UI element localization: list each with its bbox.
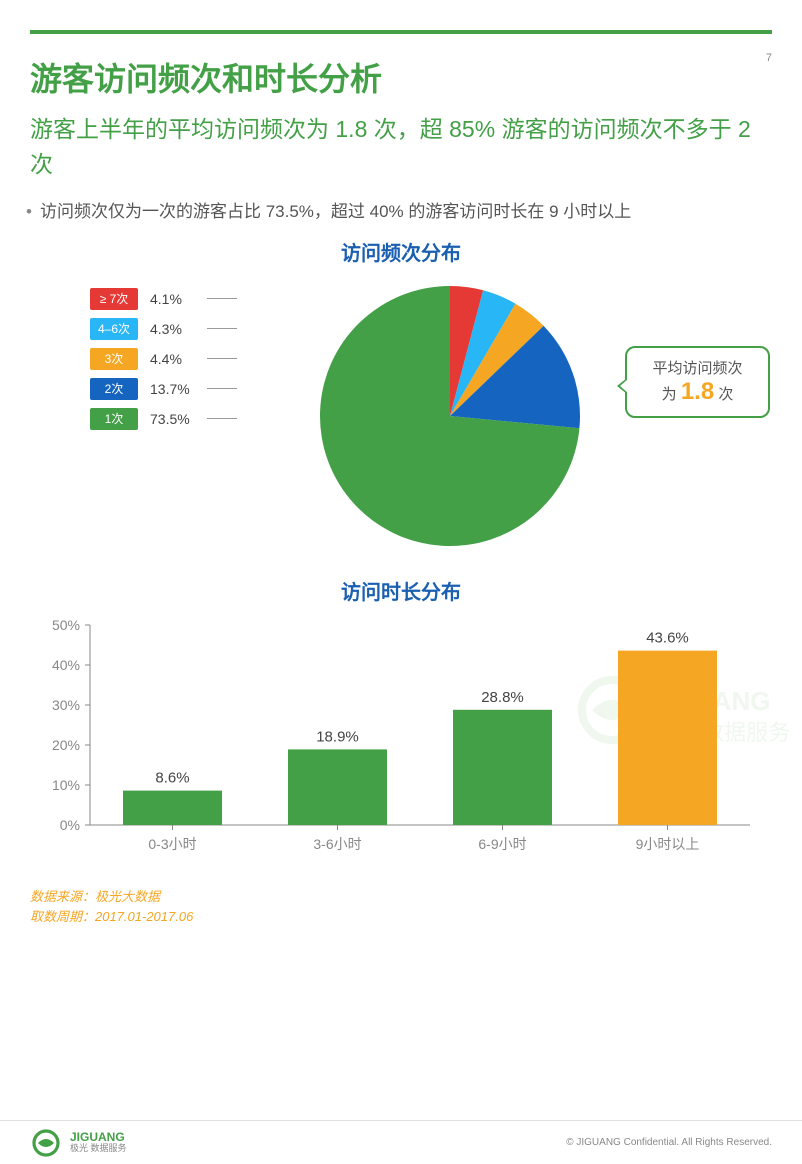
- data-period: 取数周期：2017.01-2017.06: [30, 907, 772, 928]
- ytick-label: 40%: [52, 657, 80, 673]
- page-title: 游客访问频次和时长分析: [30, 54, 772, 100]
- bullet-text: 访问频次仅为一次的游客占比 73.5%，超过 40% 的游客访问时长在 9 小时…: [40, 199, 772, 225]
- pie-chart-title: 访问频次分布: [0, 237, 802, 266]
- legend-value: 4.4%: [150, 351, 205, 367]
- bar-chart-title: 访问时长分布: [0, 576, 802, 605]
- bar: [618, 650, 717, 824]
- legend-row: ≥ 7次 4.1%: [90, 286, 237, 312]
- legend-row: 2次 13.7%: [90, 376, 237, 402]
- legend-value: 4.3%: [150, 321, 205, 337]
- bar-value: 18.9%: [316, 728, 359, 745]
- legend-box: 2次: [90, 378, 138, 400]
- legend-leader: [207, 328, 237, 329]
- callout-line2: 为 1.8 次: [662, 378, 734, 406]
- ytick-label: 0%: [60, 817, 80, 833]
- footer-bar: JIGUANG 极光 数据服务 © JIGUANG Confidential. …: [0, 1120, 802, 1164]
- logo-icon: [30, 1127, 62, 1159]
- callout-line1: 平均访问频次: [652, 357, 742, 378]
- data-source: 数据来源：极光大数据: [30, 887, 772, 908]
- xtick-label: 6-9小时: [478, 836, 526, 852]
- page-number: 7: [766, 52, 772, 64]
- bar-value: 8.6%: [155, 769, 189, 786]
- ytick-label: 50%: [52, 617, 80, 633]
- bar: [123, 790, 222, 824]
- legend-row: 4–6次 4.3%: [90, 316, 237, 342]
- page-subtitle: 游客上半年的平均访问频次为 1.8 次，超 85% 游客的访问频次不多于 2 次: [30, 112, 772, 181]
- legend-value: 4.1%: [150, 291, 205, 307]
- legend-value: 13.7%: [150, 381, 205, 397]
- legend-box: 1次: [90, 408, 138, 430]
- pie-legend: ≥ 7次 4.1% 4–6次 4.3% 3次 4.4% 2次 13.7% 1次 73.5%: [90, 286, 237, 436]
- xtick-label: 0-3小时: [148, 836, 196, 852]
- legend-row: 3次 4.4%: [90, 346, 237, 372]
- bar-svg: 0% 10% 20% 30% 40% 50% 8.6% 0-3小时 18.9% 3-6小时 28.8…: [30, 615, 770, 875]
- footer-logo: JIGUANG 极光 数据服务: [30, 1127, 127, 1159]
- bar-value: 43.6%: [646, 629, 689, 646]
- footer-rights: © JIGUANG Confidential. All Rights Reser…: [566, 1137, 772, 1148]
- bar: [453, 709, 552, 824]
- pie-callout: 平均访问频次 为 1.8 次: [625, 346, 770, 418]
- bar: [288, 749, 387, 825]
- legend-leader: [207, 388, 237, 389]
- logo-text: JIGUANG 极光 数据服务: [70, 1131, 127, 1154]
- ytick-label: 10%: [52, 777, 80, 793]
- legend-leader: [207, 418, 237, 419]
- xtick-label: 9小时以上: [636, 836, 700, 852]
- legend-box: 3次: [90, 348, 138, 370]
- bar-value: 28.8%: [481, 688, 524, 705]
- ytick-label: 30%: [52, 697, 80, 713]
- bar-chart: 0% 10% 20% 30% 40% 50% 8.6% 0-3小时 18.9% 3-6小时 28.8…: [30, 615, 770, 875]
- pie-chart: ≥ 7次 4.1% 4–6次 4.3% 3次 4.4% 2次 13.7% 1次 73.5% 平均访…: [30, 266, 770, 566]
- legend-box: ≥ 7次: [90, 288, 138, 310]
- footer-notes: 数据来源：极光大数据 取数周期：2017.01-2017.06: [30, 887, 772, 929]
- pie-svg: [300, 266, 600, 566]
- legend-leader: [207, 358, 237, 359]
- xtick-label: 3-6小时: [313, 836, 361, 852]
- legend-box: 4–6次: [90, 318, 138, 340]
- ytick-label: 20%: [52, 737, 80, 753]
- top-border: [30, 30, 772, 34]
- legend-row: 1次 73.5%: [90, 406, 237, 432]
- legend-value: 73.5%: [150, 411, 205, 427]
- legend-leader: [207, 298, 237, 299]
